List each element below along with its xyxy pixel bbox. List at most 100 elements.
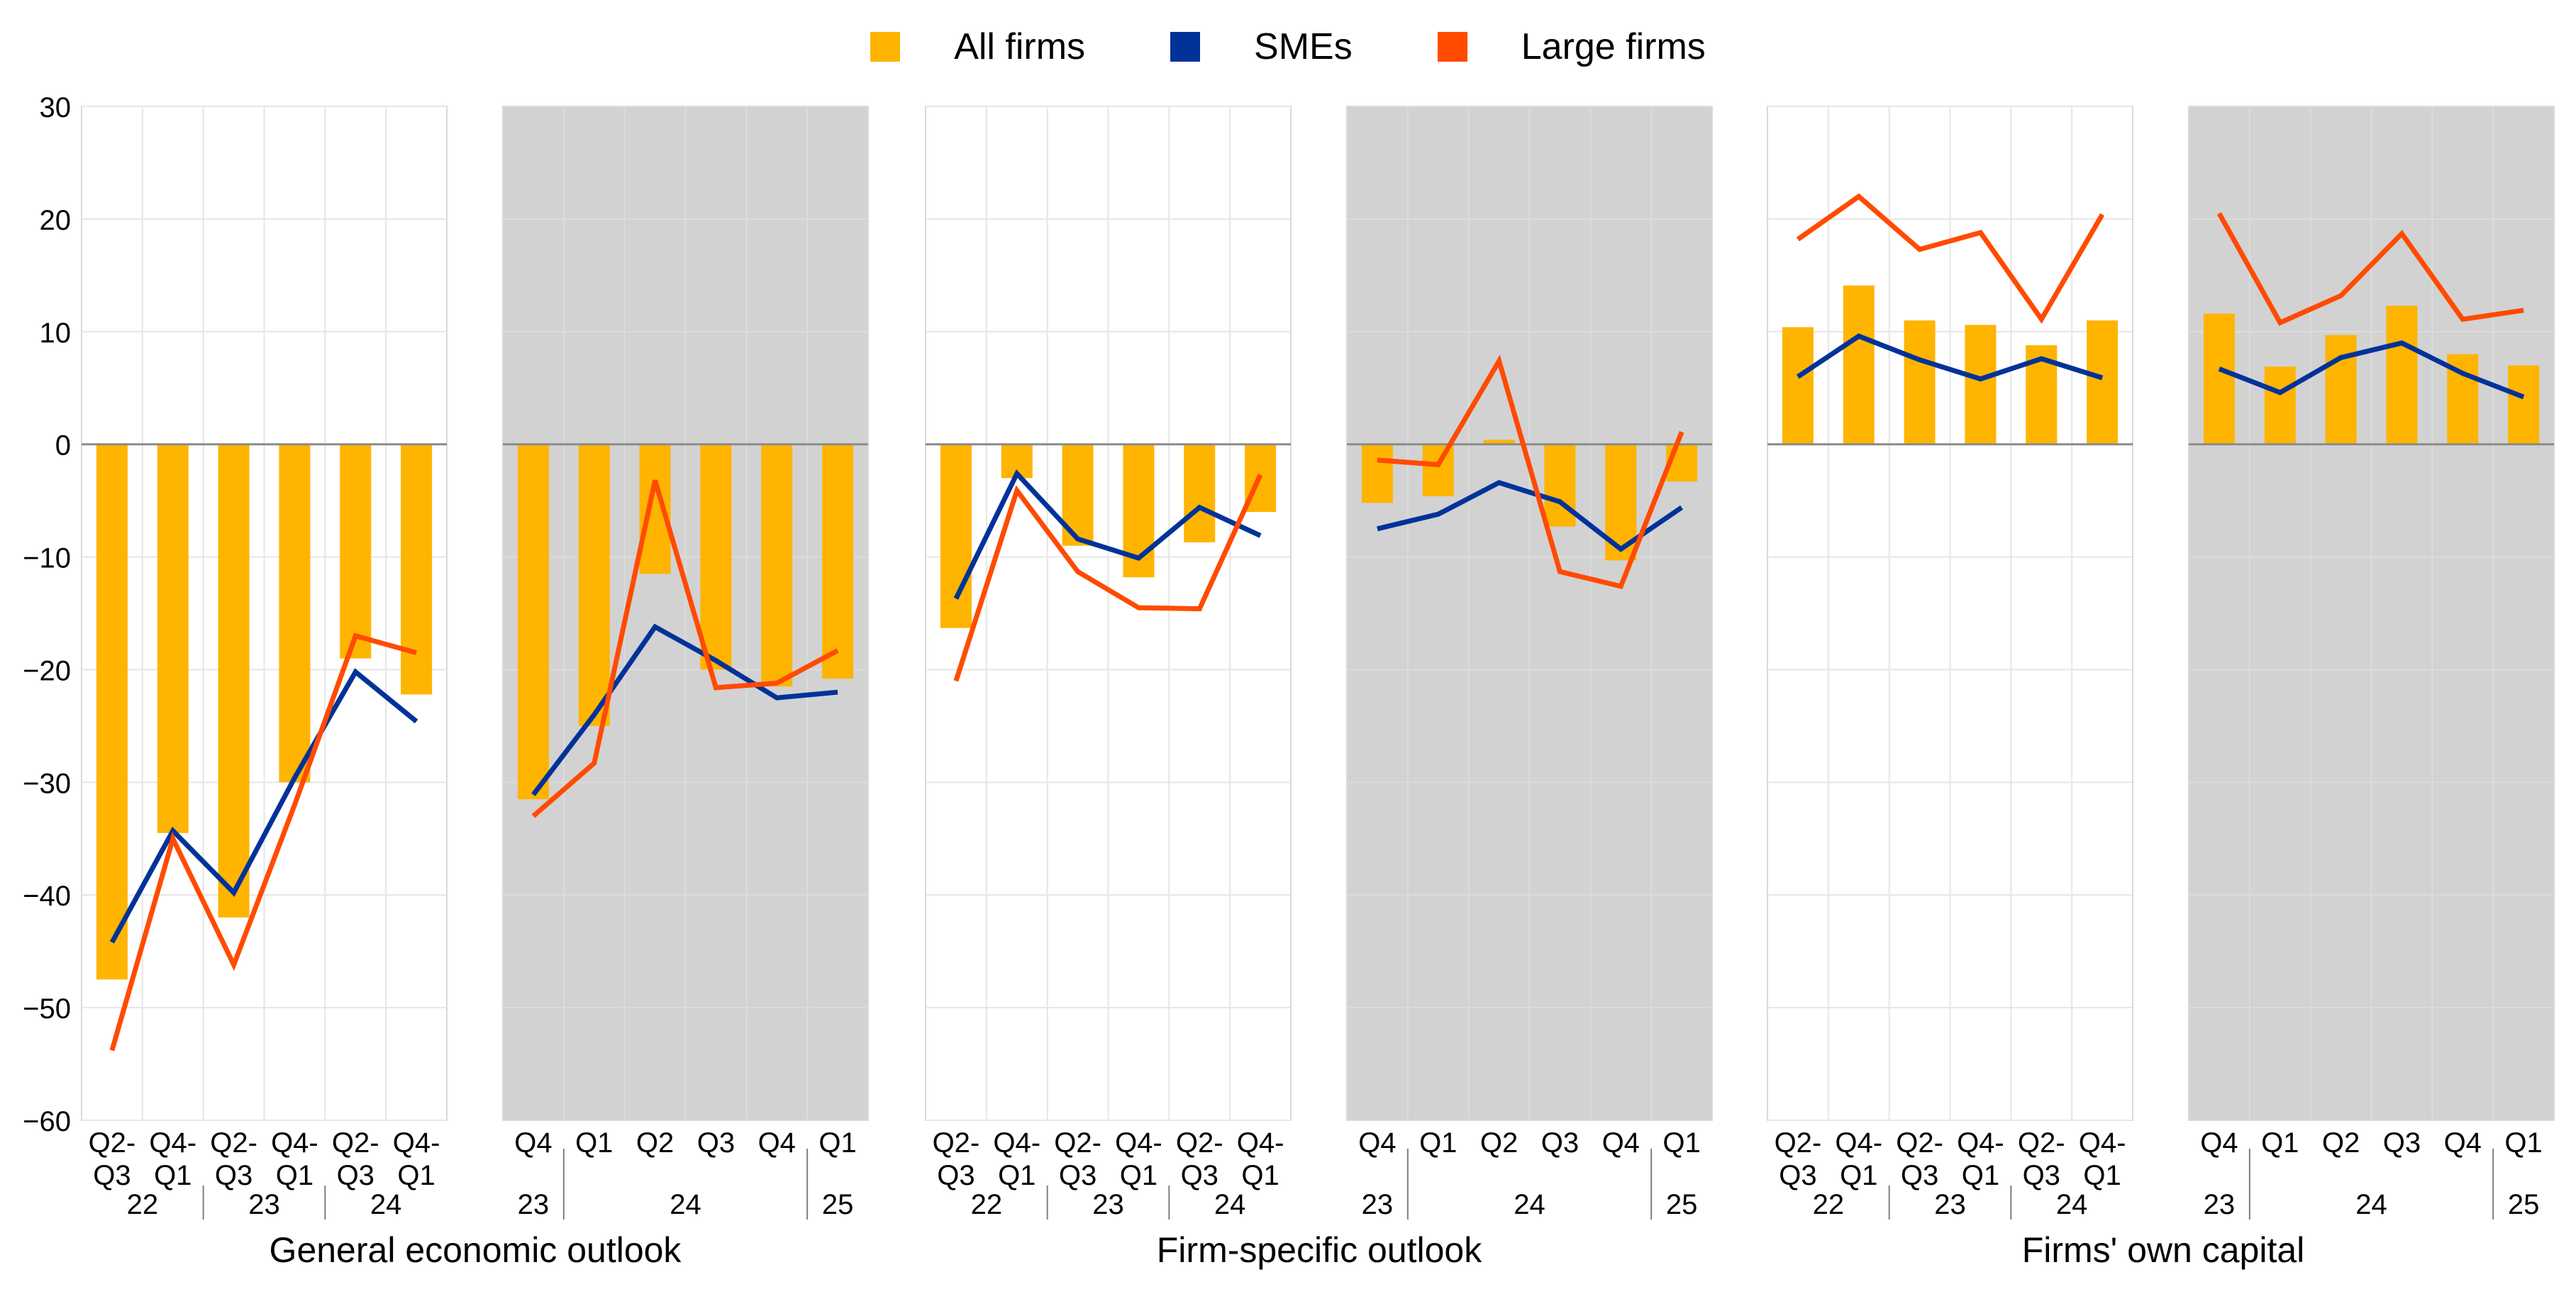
x-tick-label: Q3 (1541, 1127, 1579, 1159)
panel-2: Q4 Q1 Q2 Q3 Q4 Q1 23 24 25 (502, 106, 869, 1220)
legend-item-all-firms: All firms (870, 26, 1085, 68)
legend-item-large-firms: Large firms (1437, 26, 1706, 68)
x-year-label: 24 (670, 1189, 701, 1220)
x-tick-label: Q1 (1662, 1127, 1700, 1159)
bar-all-firms (1422, 444, 1454, 496)
x-year-label: 23 (2204, 1189, 2236, 1220)
bar-all-firms (578, 444, 610, 726)
x-tick-label: Q2- (1176, 1127, 1223, 1159)
bar-all-firms (401, 444, 433, 695)
x-tick-label: Q1 (818, 1127, 856, 1159)
bar-all-firms (279, 444, 311, 783)
legend-label-large-firms: Large firms (1521, 26, 1706, 67)
bar-all-firms (1843, 285, 1875, 445)
y-tick-label: −10 (23, 543, 71, 574)
line-smes (1796, 333, 2104, 382)
x-tick-label: Q3 (215, 1160, 252, 1191)
bar-all-firms (340, 444, 372, 659)
group-title: Firm-specific outlook (1157, 1230, 1482, 1270)
legend-swatch-large-firms (1437, 32, 1467, 62)
x-year-label: 24 (2056, 1189, 2088, 1220)
x-year-label: 22 (1813, 1189, 1845, 1220)
legend-item-smes: SMEs (1170, 26, 1353, 68)
x-tick-label: Q3 (93, 1160, 131, 1191)
x-tick-label: Q4- (271, 1127, 318, 1159)
x-tick-label: Q1 (575, 1127, 613, 1159)
x-tick-label: Q1 (397, 1160, 435, 1191)
y-tick-label: −20 (23, 655, 71, 686)
x-tick-label: Q4 (2444, 1127, 2482, 1159)
x-tick-label: Q4- (149, 1127, 196, 1159)
x-year-label: 23 (248, 1189, 280, 1220)
x-tick-label: Q2- (1896, 1127, 1943, 1159)
x-year-label: 24 (1214, 1189, 1246, 1220)
x-tick-label: Q1 (276, 1160, 313, 1191)
bar-all-firms (700, 444, 732, 670)
bar-all-firms (761, 444, 793, 687)
line-large-firms (2216, 212, 2524, 326)
group-title: Firms' own capital (2022, 1230, 2305, 1270)
x-year-label: 22 (971, 1189, 1003, 1220)
x-year-label: 25 (822, 1189, 854, 1220)
bar-all-firms (517, 444, 549, 800)
x-year-label: 22 (127, 1189, 159, 1220)
x-tick-label: Q2- (210, 1127, 257, 1159)
legend-swatch-smes (1170, 32, 1201, 62)
line-large-firms (531, 479, 839, 818)
bar-all-firms (2386, 306, 2418, 445)
x-tick-label: Q2- (1054, 1127, 1101, 1159)
x-tick-label: Q2- (89, 1127, 136, 1159)
y-tick-label: 0 (55, 430, 71, 462)
line-smes (953, 469, 1262, 600)
bar-all-firms (1782, 327, 1814, 445)
bar-all-firms (2508, 365, 2540, 445)
bar-all-firms (1904, 320, 1936, 445)
x-year-label: 25 (1666, 1189, 1698, 1220)
x-year-label: 24 (370, 1189, 402, 1220)
bar-all-firms (2203, 313, 2235, 445)
x-tick-label: Q1 (1120, 1160, 1157, 1191)
x-tick-label: Q4- (1115, 1127, 1162, 1159)
bar-all-firms (2087, 320, 2119, 445)
x-tick-label: Q2- (2018, 1127, 2065, 1159)
x-tick-label: Q4- (1237, 1127, 1284, 1159)
bar-all-firms (218, 444, 250, 917)
x-tick-label: Q4- (1835, 1127, 1882, 1159)
panel-6: Q4 Q1 Q2 Q3 Q4 Q1 23 24 25 (2188, 106, 2555, 1220)
x-tick-label: Q3 (1779, 1160, 1816, 1191)
y-tick-label: 30 (40, 92, 72, 123)
chart-legend: All firms SMEs Large firms (0, 26, 2576, 68)
x-tick-label: Q2 (2322, 1127, 2360, 1159)
legend-swatch-all-firms (870, 32, 901, 62)
x-tick-label: Q4 (514, 1127, 552, 1159)
bar-all-firms (2264, 367, 2296, 445)
x-tick-label: Q1 (154, 1160, 191, 1191)
line-large-firms (953, 474, 1263, 682)
y-tick-label: −60 (23, 1106, 71, 1137)
x-tick-label: Q1 (2083, 1160, 2121, 1191)
x-tick-label: Q1 (1419, 1127, 1457, 1159)
x-year-label: 25 (2508, 1189, 2540, 1220)
line-large-firms (1377, 355, 1684, 590)
x-tick-label: Q4- (2079, 1127, 2126, 1159)
x-tick-label: Q4 (758, 1127, 796, 1159)
panel-4: Q4 Q1 Q2 Q3 Q4 Q1 23 24 25 (1346, 106, 1713, 1220)
bar-all-firms (1483, 440, 1515, 445)
x-tick-label: Q1 (1962, 1160, 1999, 1191)
line-large-firms (109, 632, 418, 1052)
bar-all-firms (1544, 444, 1576, 527)
x-tick-label: Q2- (332, 1127, 379, 1159)
x-tick-label: Q4- (1957, 1127, 2004, 1159)
x-tick-label: Q2 (636, 1127, 674, 1159)
x-year-label: 24 (2355, 1189, 2387, 1220)
x-tick-label: Q1 (2261, 1127, 2299, 1159)
x-tick-label: Q1 (2504, 1127, 2542, 1159)
y-tick-label: 20 (40, 205, 72, 236)
x-tick-label: Q1 (998, 1160, 1036, 1191)
y-tick-label: −30 (23, 768, 71, 799)
x-tick-label: Q3 (1059, 1160, 1097, 1191)
x-tick-label: Q4- (993, 1127, 1040, 1159)
bar-all-firms (1361, 444, 1393, 503)
